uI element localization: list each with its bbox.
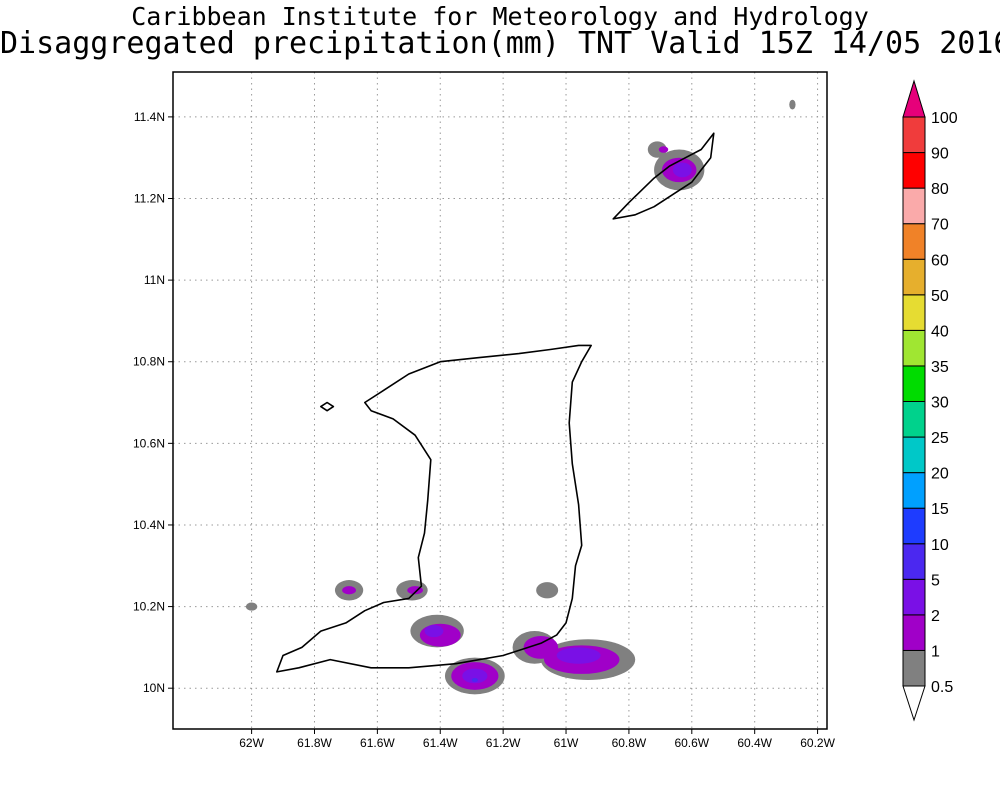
plot-frame xyxy=(172,71,828,730)
colorbar-box xyxy=(902,329,926,367)
precip-cell xyxy=(424,624,444,638)
coastline-tobago xyxy=(612,132,715,220)
colorbar-box xyxy=(902,258,926,296)
x-tick-label: 61.4W xyxy=(423,736,458,750)
x-tick-label: 61.8W xyxy=(297,736,332,750)
colorbar-label: 10 xyxy=(931,537,949,554)
precip-cell xyxy=(462,668,488,684)
colorbar-label: 100 xyxy=(931,110,958,127)
colorbar-label: 60 xyxy=(931,252,949,269)
y-tick-label: 11N xyxy=(144,273,165,287)
y-tick-label: 11.4N xyxy=(134,110,165,124)
colorbar-box xyxy=(902,401,926,438)
precip-cell xyxy=(556,647,601,664)
x-tick-label: 60.2W xyxy=(800,736,835,750)
precip-cell xyxy=(536,582,559,599)
grid-lines xyxy=(173,72,827,729)
precipitation-shading xyxy=(245,99,796,695)
colorbar-box xyxy=(902,152,926,189)
colorbar-box xyxy=(902,543,926,580)
colorbar-box xyxy=(902,507,926,545)
y-tick-label: 10.4N xyxy=(133,518,165,532)
colorbar-label: 50 xyxy=(931,288,949,305)
coastline-chacachacare xyxy=(319,401,335,412)
colorbar-label: 15 xyxy=(931,501,949,518)
precip-cell xyxy=(245,602,258,611)
colorbar-box xyxy=(902,578,926,616)
x-tick-label: 61W xyxy=(554,736,579,750)
colorbar-box xyxy=(902,649,926,687)
precip-cell xyxy=(789,99,796,110)
precip-cell xyxy=(647,141,667,158)
y-tick-label: 10.2N xyxy=(133,600,165,614)
precip-cell xyxy=(658,146,669,153)
colorbar-box xyxy=(902,614,926,651)
colorbar-upper-triangle xyxy=(902,79,926,118)
colorbar-label: 90 xyxy=(931,146,949,163)
axes: 62W 61.8W 61.6W 61.4W 61.2W 61W 60.8W 60.6W 60.4… xyxy=(133,110,836,750)
x-tick-label: 60.4W xyxy=(737,736,772,750)
colorbar-label: 2 xyxy=(931,608,940,625)
colorbar-box xyxy=(902,223,926,260)
colorbar-label: 35 xyxy=(931,359,949,376)
colorbar-label: 25 xyxy=(931,430,949,447)
y-tick-label: 10.8N xyxy=(133,355,165,369)
colorbar-label: 20 xyxy=(931,466,949,483)
colorbar-label: 80 xyxy=(931,181,949,198)
x-tick-label: 61.2W xyxy=(486,736,521,750)
coastline-trinidad xyxy=(275,344,593,673)
colorbar-box xyxy=(902,187,926,225)
x-tick-label: 60.8W xyxy=(612,736,647,750)
precip-cell xyxy=(471,677,478,683)
colorbar-label: 70 xyxy=(931,217,949,234)
x-tick-label: 62W xyxy=(239,736,264,750)
x-tick-label: 60.6W xyxy=(674,736,709,750)
map-title-line2: Disaggregated precipitation(mm) TNT Vali… xyxy=(0,26,1000,61)
precip-cell xyxy=(672,162,692,178)
colorbar-label: 0.5 xyxy=(931,679,953,696)
y-tick-label: 11.2N xyxy=(134,192,165,206)
colorbar-box xyxy=(902,294,926,331)
precip-cell xyxy=(342,586,356,595)
colorbar-box xyxy=(902,436,926,474)
colorbar-label: 5 xyxy=(931,572,940,589)
colorbar-label: 40 xyxy=(931,323,949,340)
colorbar-box xyxy=(902,365,926,402)
x-tick-label: 61.6W xyxy=(360,736,395,750)
colorbar-label: 1 xyxy=(931,643,940,660)
colorbar-lower-triangle xyxy=(902,685,926,722)
coastlines xyxy=(275,132,715,673)
colorbar-box xyxy=(902,116,926,154)
colorbar-box xyxy=(902,472,926,509)
map-title-line1: Caribbean Institute for Meteorology and … xyxy=(131,2,869,31)
y-tick-label: 10.6N xyxy=(133,436,165,450)
y-tick-label: 10N xyxy=(143,681,165,695)
colorbar-label: 30 xyxy=(931,395,949,412)
